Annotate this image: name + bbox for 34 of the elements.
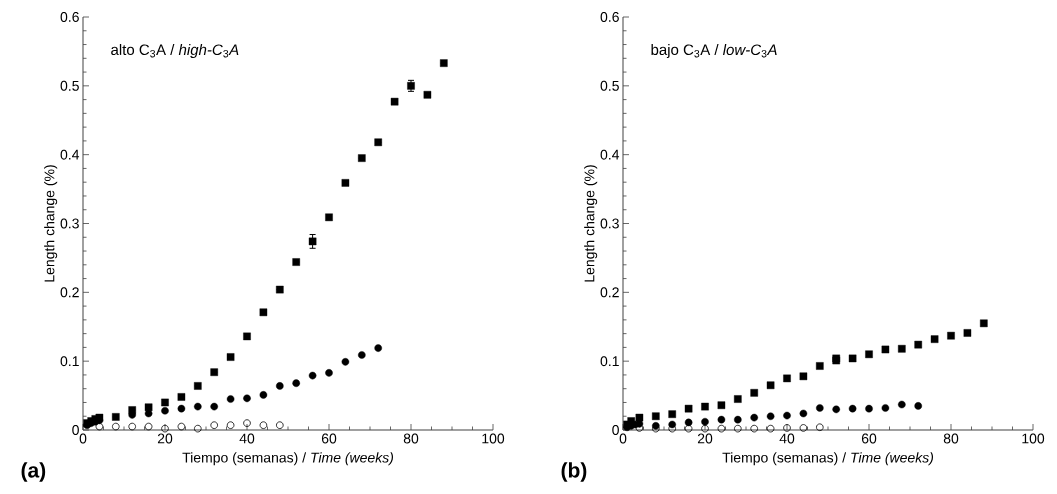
y-tick-label: 0.1 (60, 356, 79, 367)
x-tick-label: 20 (697, 433, 713, 444)
y-tick-label: 0.6 (600, 12, 619, 22)
y-tick-label: 0.2 (600, 287, 619, 298)
y-tick-label: 0.5 (600, 80, 619, 91)
x-tick-label: 100 (482, 433, 505, 444)
y-tick-label: 0 (72, 425, 79, 435)
x-tick-label: 0 (79, 433, 87, 444)
x-tick-label: 80 (403, 433, 419, 444)
text: (b) (561, 462, 587, 482)
annotation: alto C$_{3}$A / high-C$_{3}$A (111, 44, 239, 58)
x-tick-label: 40 (779, 433, 795, 444)
y-tick-label: 0.4 (600, 149, 620, 160)
y-tick-label: 0.4 (60, 149, 80, 160)
x-tick-label: 100 (1022, 433, 1045, 444)
x-tick-label: 80 (943, 433, 959, 444)
y-tick-label: 0.2 (60, 287, 79, 298)
x-tick-label: 40 (239, 433, 255, 444)
y-axis-title: Length change (%) (584, 165, 598, 282)
y-tick-label: 0 (612, 425, 619, 435)
y-tick-label: 0.1 (600, 356, 619, 367)
x-tick-label: 0 (619, 433, 627, 444)
y-tick-label: 0.5 (60, 80, 79, 91)
x-axis-title: Tiempo (semanas) / Time (weeks) (182, 452, 394, 466)
y-tick-label: 0.3 (60, 218, 79, 229)
x-axis-title: Tiempo (semanas) / Time (weeks) (722, 452, 934, 466)
x-tick-label: 60 (861, 433, 877, 444)
x-tick-label: 60 (321, 433, 337, 444)
y-axis-title: Length change (%) (44, 165, 58, 282)
text: (a) (21, 462, 46, 482)
y-tick-label: 0.6 (60, 12, 79, 22)
y-tick-label: 0.3 (600, 218, 619, 229)
annotation: bajo C$_{3}$A / low-C$_{3}$A (651, 44, 777, 58)
x-tick-label: 20 (157, 433, 173, 444)
